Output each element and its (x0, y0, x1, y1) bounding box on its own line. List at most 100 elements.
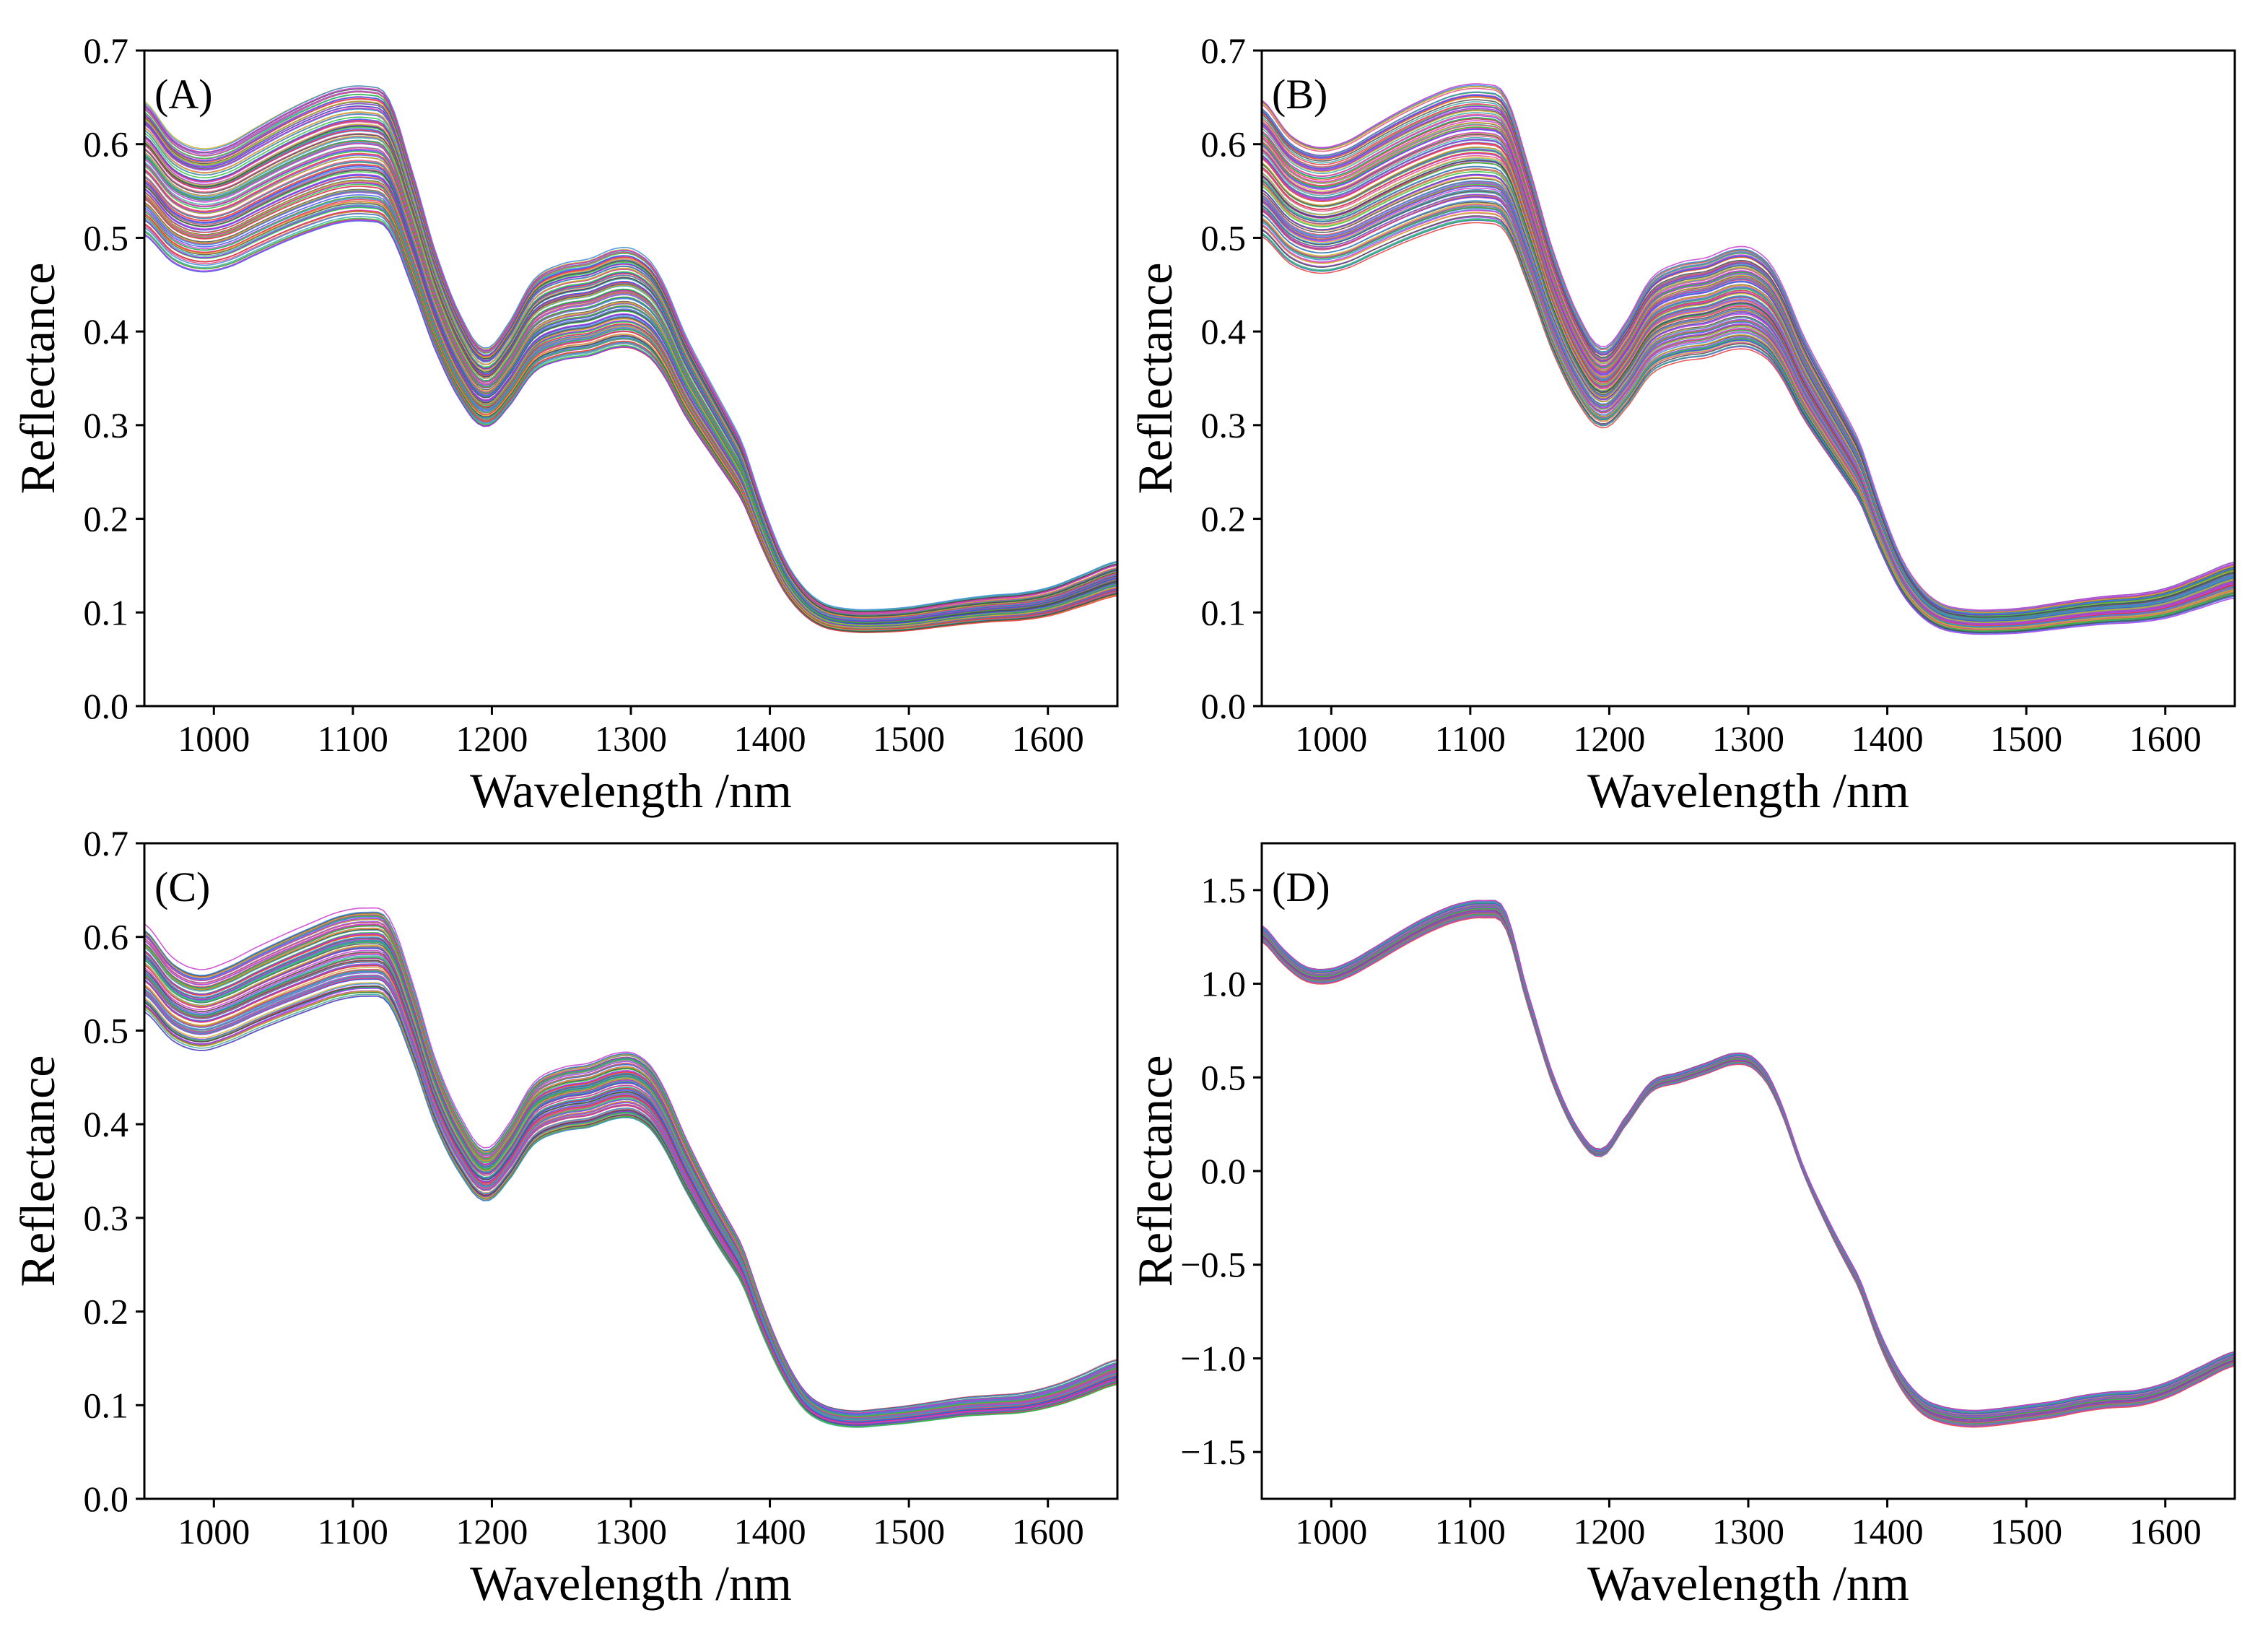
x-tick-label: 1200 (1573, 1511, 1645, 1552)
spectrum-line (144, 975, 1117, 1424)
spectrum-line (144, 957, 1117, 1423)
spectrum-line (144, 949, 1117, 1418)
spectrum-line (1262, 905, 2235, 1417)
y-tick-label: 0.1 (84, 1385, 129, 1425)
spectrum-line (144, 91, 1117, 614)
spectrum-line (144, 985, 1117, 1424)
y-tick-label: −1.0 (1180, 1338, 1246, 1378)
spectra-group (144, 85, 1117, 633)
x-tick-label: 1500 (873, 718, 945, 759)
spectrum-line (144, 911, 1117, 1413)
spectrum-line (144, 133, 1117, 620)
x-tick-label: 1400 (734, 718, 806, 759)
y-axis-title: Reflectance (1128, 263, 1182, 495)
y-axis-title: Reflectance (10, 263, 65, 495)
spectrum-line (1262, 900, 2235, 1411)
y-tick-label: 0.5 (1201, 217, 1247, 258)
spectrum-line (144, 921, 1117, 1419)
spectra-group (144, 907, 1117, 1428)
spectrum-line (1262, 142, 2235, 622)
spectrum-line (1262, 157, 2235, 623)
spectrum-line (1262, 175, 2235, 625)
spectrum-line (1262, 124, 2235, 619)
spectrum-line (1262, 147, 2235, 621)
x-tick-label: 1500 (873, 1511, 945, 1552)
x-tick-label: 1600 (2129, 718, 2202, 759)
y-tick-label: 0.4 (84, 311, 129, 352)
y-axis-title: Reflectance (10, 1056, 65, 1287)
x-tick-label: 1200 (1573, 718, 1645, 759)
x-axis-title: Wavelength /nm (1587, 1556, 1909, 1611)
spectrum-line (144, 978, 1117, 1423)
spectrum-line (144, 969, 1117, 1421)
y-tick-label: 0.2 (84, 499, 129, 539)
x-tick-label: 1000 (178, 718, 250, 759)
spectrum-line (144, 130, 1117, 622)
spectrum-line (1262, 910, 2235, 1422)
spectrum-line (144, 968, 1117, 1421)
y-tick-label: 0.2 (84, 1292, 129, 1332)
spectrum-line (1262, 87, 2235, 613)
x-axis-title: Wavelength /nm (1587, 763, 1909, 818)
spectrum-line (144, 180, 1117, 629)
spectrum-line (1262, 912, 2235, 1424)
spectrum-line (1262, 903, 2235, 1415)
spectrum-line (144, 201, 1117, 631)
x-tick-label: 1100 (1435, 1511, 1506, 1552)
spectrum-line (144, 182, 1117, 629)
x-tick-label: 1400 (1852, 718, 1924, 759)
spectrum-line (1262, 99, 2235, 618)
spectrum-line (1262, 905, 2235, 1417)
x-tick-label: 1200 (455, 718, 528, 759)
spectrum-line (1262, 178, 2235, 626)
spectrum-line (144, 180, 1117, 627)
x-tick-label: 1100 (318, 1511, 388, 1552)
spectrum-line (1262, 904, 2235, 1416)
spectrum-line (1262, 906, 2235, 1418)
spectrum-line (144, 961, 1117, 1422)
spectrum-line (144, 929, 1117, 1414)
y-tick-label: 0.7 (84, 823, 129, 863)
spectrum-line (1262, 182, 2235, 626)
spectrum-line (1262, 901, 2235, 1413)
spectrum-line (1262, 139, 2235, 621)
spectrum-line (144, 161, 1117, 624)
spectrum-line (144, 975, 1117, 1422)
spectrum-line (1262, 909, 2235, 1421)
spectrum-line (1262, 132, 2235, 623)
spectrum-line (1262, 193, 2235, 629)
spectrum-line (144, 142, 1117, 622)
spectrum-line (144, 217, 1117, 632)
x-tick-label: 1400 (734, 1511, 806, 1552)
spectrum-line (1262, 910, 2235, 1422)
spectrum-line (144, 986, 1117, 1423)
spectrum-line (1262, 110, 2235, 617)
panel-label: (A) (154, 71, 213, 118)
spectrum-line (144, 928, 1117, 1417)
y-tick-label: 0.3 (84, 405, 129, 445)
spectrum-line (1262, 146, 2235, 623)
spectrum-line (144, 977, 1117, 1424)
spectrum-line (144, 173, 1117, 627)
spectrum-line (1262, 913, 2235, 1424)
spectrum-line (144, 947, 1117, 1421)
x-tick-label: 1100 (1435, 718, 1506, 759)
spectrum-line (144, 978, 1117, 1424)
spectrum-line (144, 103, 1117, 612)
spectrum-line (144, 964, 1117, 1422)
spectrum-line (1262, 901, 2235, 1413)
spectrum-line (144, 157, 1117, 626)
y-tick-label: 0.4 (84, 1104, 129, 1144)
spectrum-line (144, 957, 1117, 1420)
spectrum-line (144, 944, 1117, 1418)
y-tick-label: 0.6 (84, 917, 129, 957)
spectrum-line (1262, 180, 2235, 630)
spectrum-line (1262, 112, 2235, 616)
x-tick-label: 1300 (595, 1511, 667, 1552)
spectrum-line (1262, 905, 2235, 1417)
spectrum-line (1262, 911, 2235, 1423)
spectrum-line (1262, 905, 2235, 1417)
spectrum-line (1262, 902, 2235, 1414)
spectrum-line (144, 150, 1117, 624)
